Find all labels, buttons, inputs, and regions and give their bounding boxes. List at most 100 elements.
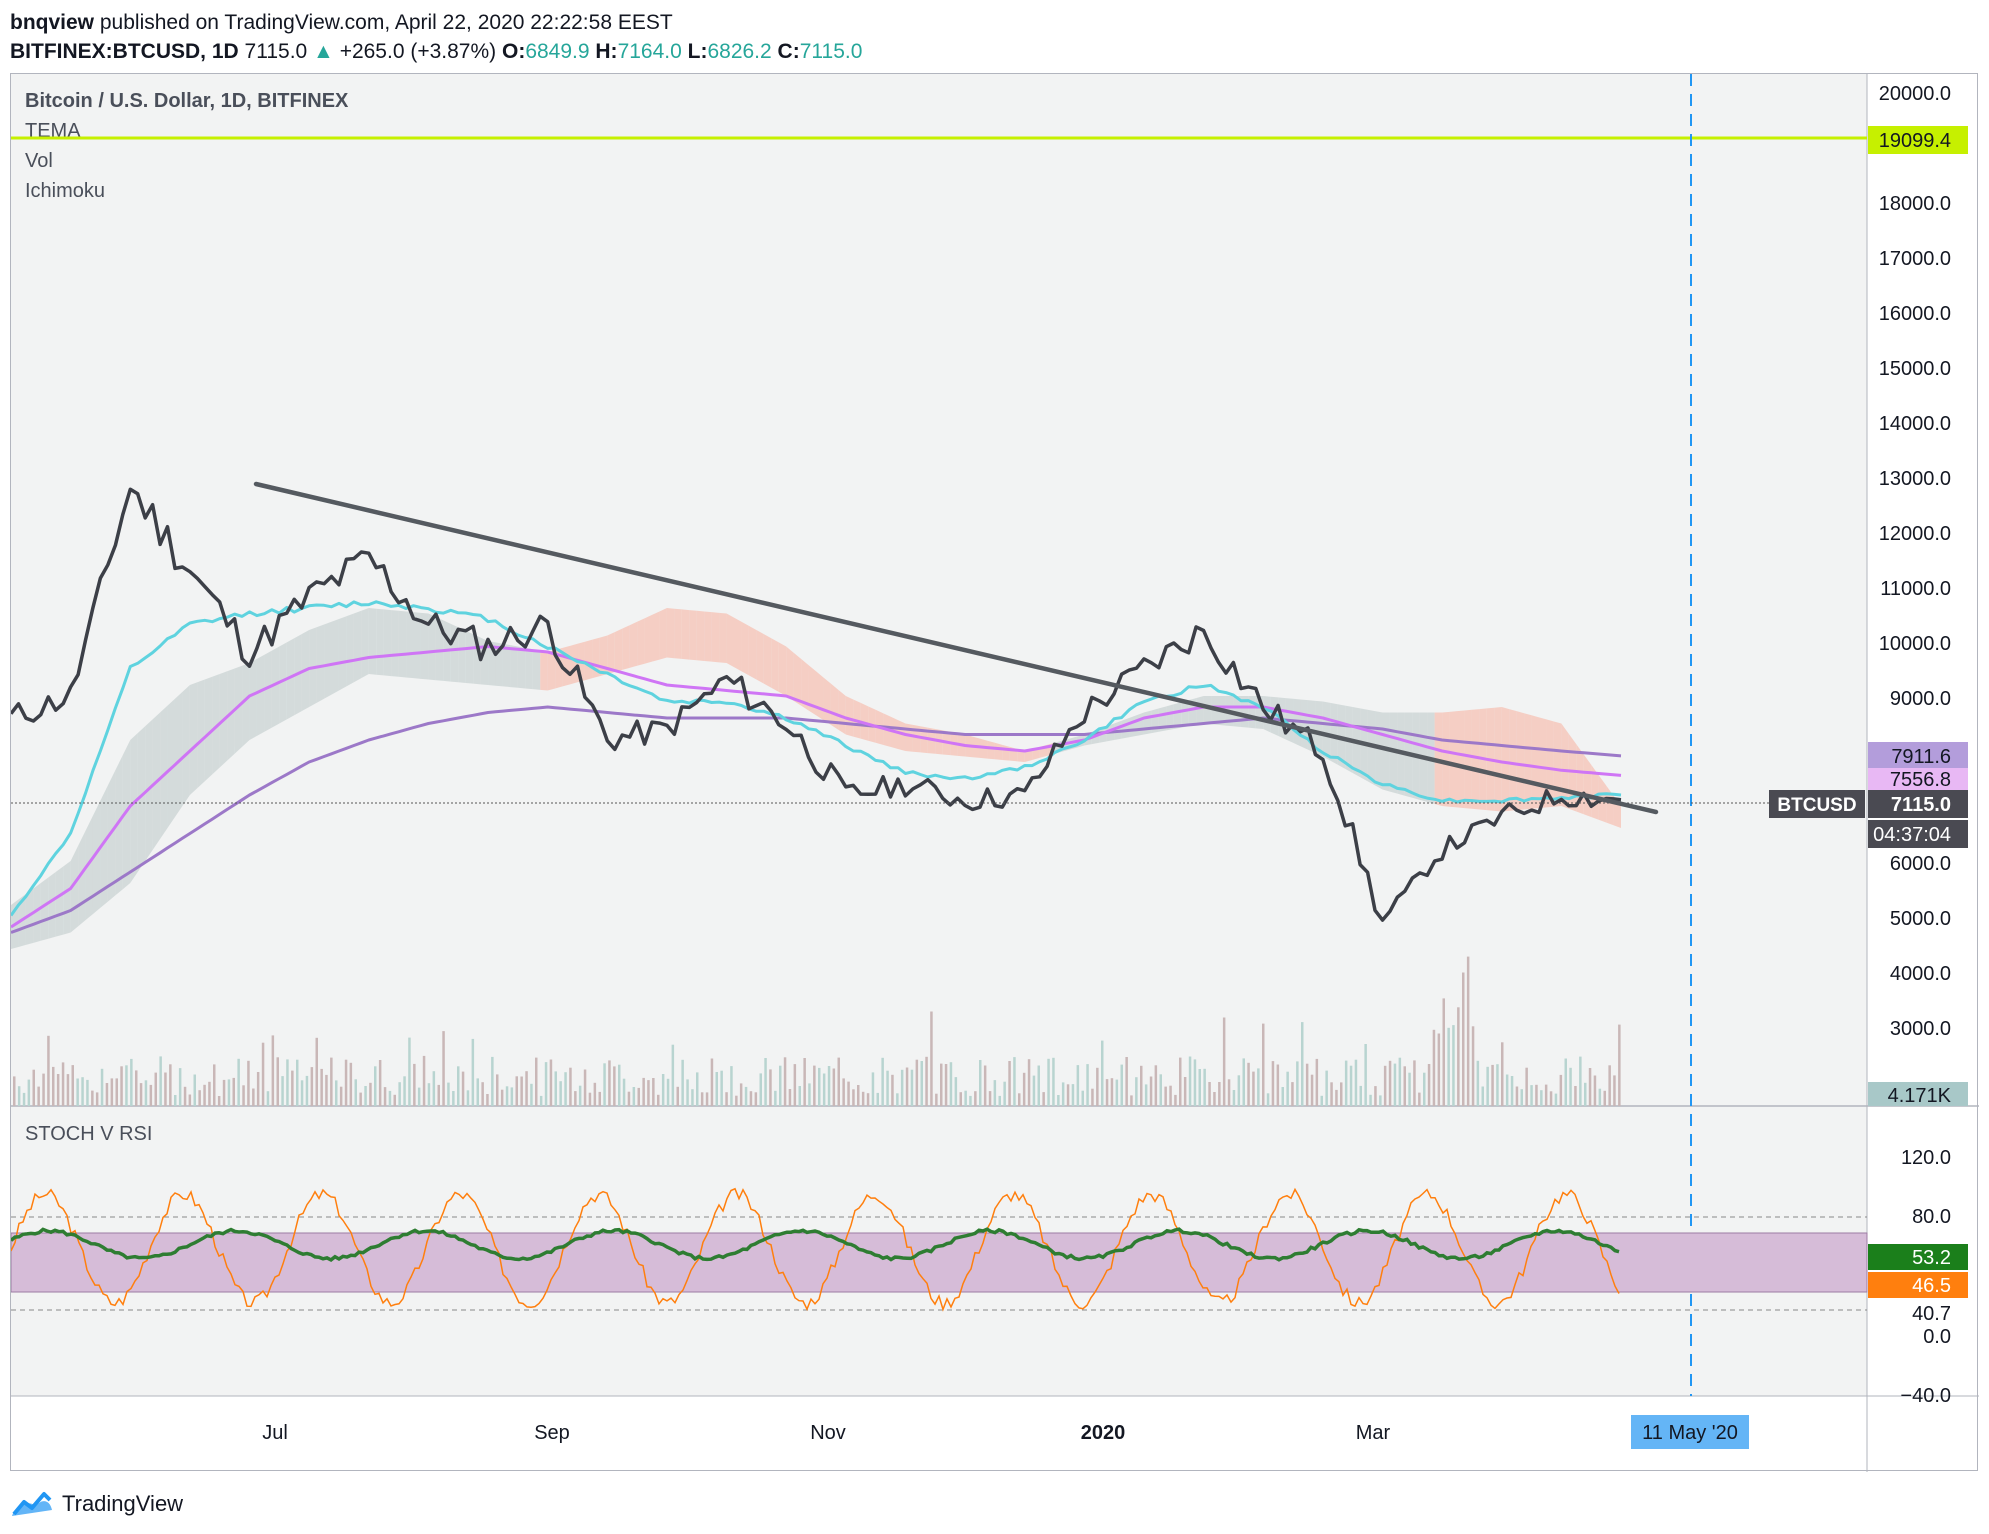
volume-bar (178, 1068, 182, 1106)
volume-bar (1569, 1067, 1572, 1106)
volume-bar (681, 1059, 684, 1106)
date-marker-badge[interactable] (1631, 1415, 1749, 1449)
volume-bar (896, 1093, 899, 1106)
stoch-axis[interactable]: 120.0 80.0 0.0 −40.0 (1900, 1147, 1951, 1407)
volume-bar (261, 1042, 265, 1106)
volume-bar (925, 1056, 928, 1106)
volume-bar (979, 1060, 982, 1106)
stoch-tick: −40.0 (1900, 1385, 1951, 1407)
stoch-k-line[interactable] (9, 1227, 1620, 1262)
volume-bar (296, 1059, 299, 1106)
volume-bar (1515, 1086, 1519, 1106)
cloud-segment (286, 638, 295, 720)
volume-bar (276, 1057, 279, 1106)
series-line-tema-short[interactable] (9, 600, 1622, 917)
cloud-segment (1002, 744, 1010, 761)
volume-bar (1262, 1023, 1265, 1106)
publish-info: published on TradingView.com, April 22, … (99, 11, 673, 34)
volume-bar (61, 1062, 65, 1106)
volume-bar (388, 1090, 392, 1106)
chart-svg[interactable]: Bitcoin / U.S. Dollar, 1D, BITFINEX TEMA… (9, 74, 1979, 1472)
volume-bar (1413, 1060, 1416, 1106)
volume-bar (676, 1086, 679, 1106)
cloud-segment (63, 861, 71, 935)
ichimoku-cloud (11, 608, 1621, 949)
cloud-segment (666, 608, 675, 659)
cloud-segment (517, 646, 526, 689)
volume-value: 4.171K (1888, 1085, 1952, 1107)
ma1-badge[interactable] (1868, 742, 1968, 770)
cloud-segment (704, 611, 712, 662)
volume-bar (183, 1086, 187, 1106)
volume-bar (1505, 1074, 1509, 1106)
volume-bar (1086, 1064, 1089, 1106)
time-tick: Nov (810, 1422, 846, 1444)
price-axis[interactable]: 20000.0 18000.0 17000.0 16000.0 15000.0 … (1879, 83, 1951, 1040)
trendline[interactable] (253, 481, 1659, 815)
cloud-segment (763, 634, 772, 688)
cloud-segment (659, 608, 667, 660)
price-pane[interactable] (11, 74, 1867, 1106)
volume-bar (1247, 1062, 1250, 1106)
resistance-badge[interactable] (1868, 126, 1968, 154)
cloud-segment (756, 630, 764, 684)
volume-bar (730, 1066, 733, 1106)
cloud-segment (465, 630, 474, 684)
volume-bar (1579, 1056, 1582, 1106)
cloud-segment (801, 658, 809, 711)
ma2-badge[interactable] (1868, 768, 1968, 790)
volume-bar (135, 1070, 138, 1106)
volume-bar (1520, 1089, 1523, 1106)
series-line-tema-mid[interactable] (10, 645, 1622, 929)
series-line-btcusd[interactable] (9, 487, 1622, 922)
symbol-label[interactable]: BITFINEX:BTCUSD, 1D (10, 40, 239, 63)
time-axis[interactable]: Jul Sep Nov 2020 Mar (262, 1422, 1390, 1444)
volume-bar (213, 1064, 216, 1106)
volume-bar (1403, 1066, 1406, 1106)
cloud-segment (681, 609, 690, 660)
volume-bar (783, 1057, 787, 1106)
stoch-k-badge[interactable] (1868, 1244, 1968, 1270)
cloud-segment (607, 632, 615, 674)
symbol-badge[interactable] (1769, 790, 1865, 818)
volume-bar (779, 1065, 782, 1106)
volume-bar (86, 1079, 89, 1106)
volume-bar (1213, 1092, 1216, 1106)
volume-bar (1481, 1086, 1484, 1106)
volume-bar (622, 1078, 626, 1106)
volume-bar (759, 1073, 762, 1106)
volume-bar (1423, 1072, 1426, 1106)
volume-bar (1266, 1093, 1270, 1106)
volume-bar (559, 1081, 562, 1106)
tradingview-brand[interactable]: TradingView (62, 1491, 184, 1516)
volume-bar (457, 1066, 460, 1106)
volume-bar (237, 1058, 240, 1106)
cloud-segment (525, 647, 533, 690)
cloud-segment (830, 683, 839, 730)
volume-bar (1325, 1070, 1328, 1106)
stoch-d-line[interactable] (10, 1187, 1620, 1312)
legend-vol[interactable]: Vol (25, 150, 53, 172)
cloud-segment (271, 646, 280, 728)
last-price-badge[interactable] (1868, 790, 1968, 818)
volume-badge[interactable] (1868, 1082, 1968, 1106)
volume-bar (715, 1072, 718, 1106)
volume-bar (1071, 1084, 1075, 1106)
footer: TradingView (10, 1484, 183, 1524)
volume-bar (71, 1065, 74, 1106)
tradingview-logo-icon[interactable] (10, 1490, 54, 1518)
volume-bar (1310, 1074, 1314, 1106)
volume-bar (1462, 972, 1465, 1106)
cloud-segment (458, 627, 466, 683)
volume-bar (256, 1072, 260, 1106)
close-value: 7115.0 (799, 40, 863, 63)
stoch-d-badge[interactable] (1868, 1272, 1968, 1298)
publisher-name[interactable]: bnqview (10, 11, 95, 34)
volume-bar (427, 1083, 431, 1106)
cloud-segment (838, 689, 846, 735)
volume-bar (227, 1079, 231, 1106)
legend-ichimoku[interactable]: Ichimoku (25, 180, 105, 202)
cloud-segment (256, 654, 265, 736)
volume-bar (315, 1037, 318, 1106)
volume-bar (1398, 1057, 1402, 1106)
